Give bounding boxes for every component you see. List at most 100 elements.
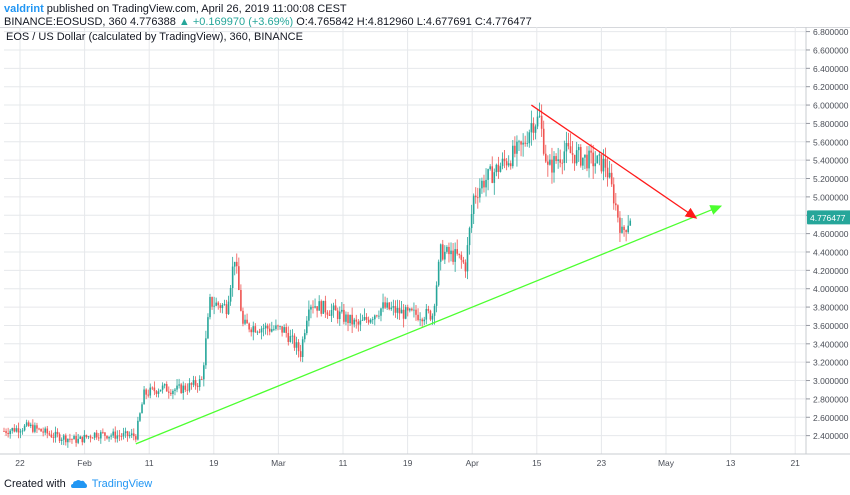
candle-body [458,253,461,255]
candle-body [588,150,590,169]
candle-body [328,314,331,316]
candle-body [520,141,522,145]
candle-body [178,384,180,386]
candle-body [211,296,213,307]
y-tick-label: 6.800000 [813,27,849,37]
candle-body [19,431,22,433]
candle-body [481,180,483,189]
candle-body [417,314,419,320]
candle-body [487,169,489,180]
candle-body [159,389,162,392]
candle-body [396,307,399,313]
candle-body [180,384,182,394]
candle-body [625,230,627,233]
candle-body [582,157,584,166]
candle-body [534,126,537,133]
candle-body [168,391,170,393]
candle-body [21,430,24,432]
candle-body [470,214,473,229]
candle-body [518,141,520,143]
candle-body [549,159,551,165]
trend-lines[interactable] [135,104,723,445]
candle-body [7,432,9,435]
x-tick-label: 22 [15,458,25,468]
candle-body [275,325,277,329]
candle-body [124,431,127,434]
candle-body [174,389,176,391]
candle-body [151,387,154,389]
current-price-label: 4.776477 [810,213,846,223]
candle-body [120,436,123,437]
candle-body [499,166,502,172]
tradingview-brand-link[interactable]: TradingView [91,478,153,490]
candle-body [254,326,257,333]
candle-body [277,325,279,327]
candle-body [600,154,603,172]
candle-body [108,436,110,439]
candle-body [17,428,20,433]
candle-body [604,158,607,168]
candle-body [466,245,469,272]
candle-body [58,434,61,441]
candle-body [406,307,409,311]
candle-body [69,438,71,440]
author-name[interactable]: valdrint [4,3,44,15]
candle-body [493,172,496,183]
candle-body [143,389,145,405]
y-tick-label: 6.200000 [813,82,849,92]
candle-body [497,164,500,172]
candle-body [244,319,246,324]
candle-body [503,158,506,162]
candle-body [623,226,625,231]
candle-body [446,246,448,252]
chart-frame [0,27,850,473]
candle-body [104,432,106,436]
candle-body [73,436,75,440]
candle-body [318,301,320,311]
candle-body [209,296,211,318]
candle-body [89,436,92,438]
candle-body [415,309,417,315]
candle-body [530,123,533,133]
current-price-tag [807,210,850,225]
candle-body [13,428,16,432]
candle-body [192,380,195,385]
candle-body [246,319,248,324]
candle-body [118,435,121,437]
candle-body [382,302,384,309]
candle-body [235,261,238,267]
candle-body [477,197,479,199]
candle-body [341,309,343,312]
candle-body [273,328,275,330]
candle-body [132,433,135,437]
candle-body [569,146,572,154]
footer: Created with TradingView [4,478,152,490]
candle-body [524,142,526,144]
candle-body [602,158,605,172]
x-tick-label: Apr [466,458,479,468]
candle-body [188,383,191,391]
symbol-ohlc-line: BINANCE:EOSUSD, 360 4.776388 ▲ +0.169970… [4,16,532,28]
candle-body [285,327,288,333]
candle-body [439,244,442,262]
candle-body [454,249,456,262]
low-value: L:4.677691 [416,16,472,28]
candle-body [97,437,100,439]
candle-body [50,434,53,438]
candle-body [15,428,18,432]
high-value: H:4.812960 [356,16,414,28]
candle-body [116,435,119,439]
candle-body [322,300,325,314]
candle-body [176,385,178,390]
candle-body [629,220,632,226]
candle-body [404,307,407,319]
candle-body [155,391,158,394]
candle-body [501,158,504,167]
candle-body [260,328,263,333]
candle-body [110,435,112,437]
price-chart[interactable]: 2.400000 2.600000 2.800000 3.000000 3.200000… [0,27,850,472]
candle-body [343,309,345,322]
y-tick-label: 6.400000 [813,64,849,74]
candle-body [172,390,174,395]
symbol-label: BINANCE:EOSUSD, 360 [4,16,127,28]
